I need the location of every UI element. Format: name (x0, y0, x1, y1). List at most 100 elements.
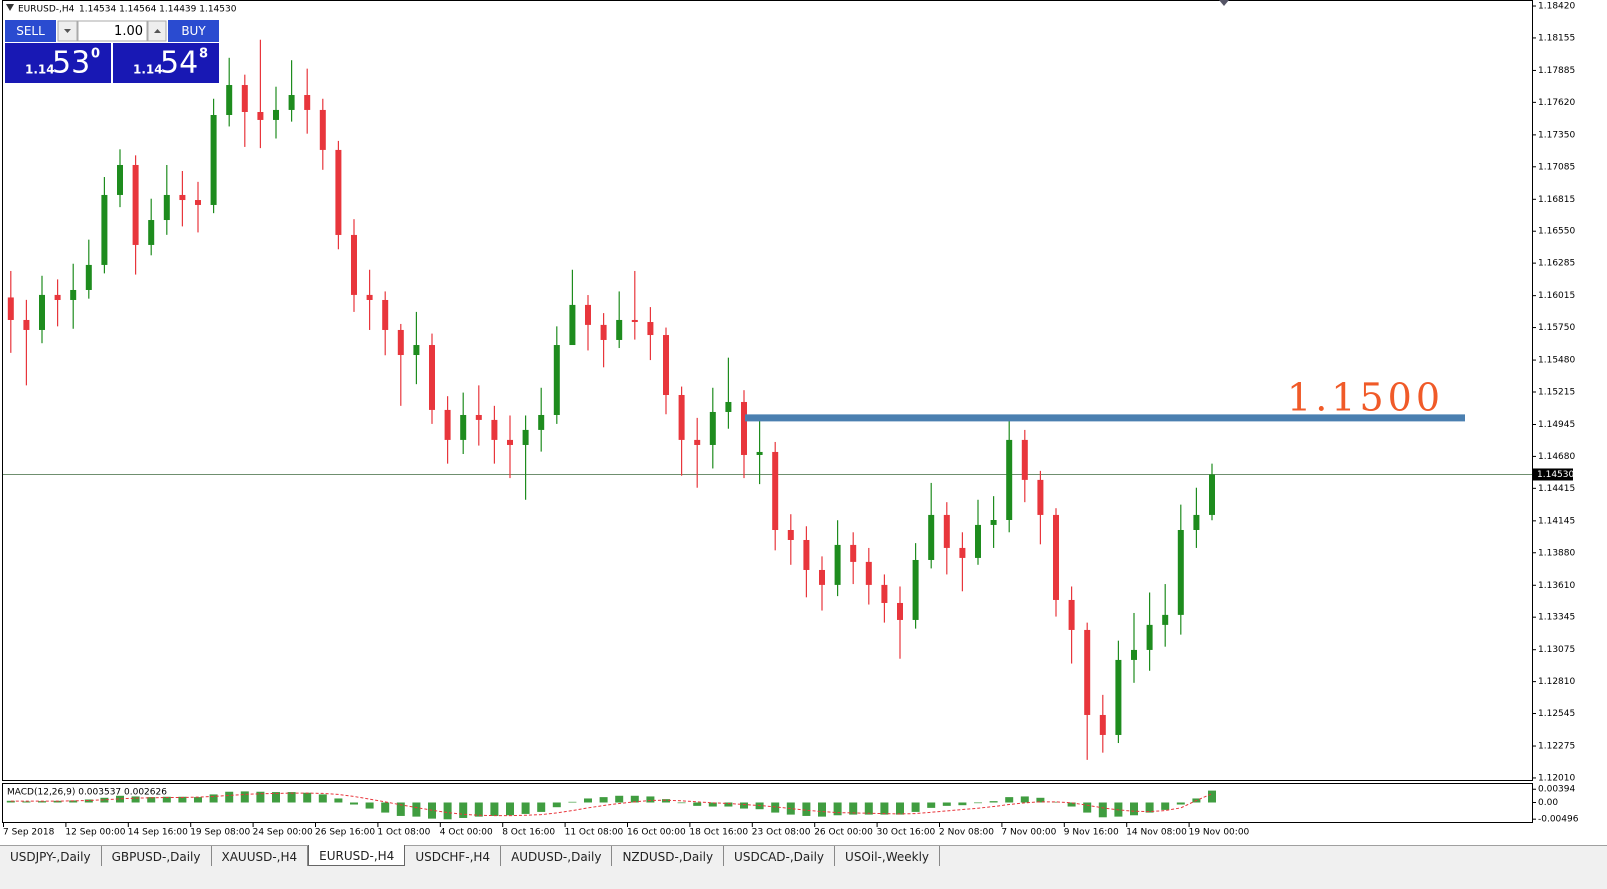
candle-body (772, 451, 779, 530)
x-tick-label: 14 Sep 16:00 (128, 828, 188, 838)
chart-tab[interactable]: NZDUSD-,Daily (612, 846, 725, 866)
x-tick-label: 12 Sep 00:00 (65, 828, 125, 838)
candle-body (1053, 514, 1059, 600)
main-frame (2, 0, 1533, 781)
sell-label[interactable]: SELL (16, 24, 45, 38)
candle-body (39, 294, 45, 330)
candle-body (850, 544, 857, 562)
chart-tab[interactable]: GBPUSD-,Daily (102, 846, 212, 866)
candle-body (241, 85, 248, 112)
macd-bar (412, 802, 421, 817)
candle-body (725, 401, 732, 412)
chart-tab[interactable]: XAUUSD-,H4 (212, 846, 309, 866)
candle-body (7, 297, 14, 320)
y-tick-label: 1.15750 (1538, 323, 1575, 333)
header-icon (6, 4, 14, 11)
bid-pips: 53 (52, 46, 90, 81)
macd-bar (1005, 797, 1014, 803)
chart-tab[interactable]: USOil-,Weekly (835, 846, 941, 866)
y-tick-label: 1.16285 (1538, 259, 1575, 269)
macd-bar (240, 791, 249, 803)
trade-panel: SELL 1.00 BUY 1.14 53 0 1.14 54 8 (5, 20, 219, 83)
level-line (745, 414, 1465, 422)
macd-bar (849, 802, 858, 815)
macd-bar (38, 801, 46, 803)
candle-body (491, 419, 498, 440)
macd-bar (6, 800, 15, 803)
macd-bar (1176, 802, 1185, 805)
current-price-box (1533, 468, 1573, 481)
macd-bar (474, 802, 483, 817)
x-tick-label: 8 Oct 16:00 (502, 828, 555, 838)
y2-tick-label: 0.00 (1538, 798, 1558, 808)
macd-bar (537, 802, 546, 812)
chart-tab[interactable]: USDJPY-,Daily (0, 846, 102, 866)
x-tick-label: 11 Oct 08:00 (565, 828, 624, 838)
y-tick-label: 1.14680 (1538, 452, 1575, 462)
y-tick-label: 1.18420 (1538, 2, 1575, 12)
macd-bar (490, 802, 499, 816)
up-arrow (154, 29, 161, 33)
tab-bar: USDJPY-,Daily GBPUSD-,Daily XAUUSD-,H4 EURU… (0, 845, 1607, 868)
y-tick-label: 1.17085 (1538, 162, 1575, 172)
chart-window: EURUSD-,H4 1.14534 1.14564 1.14439 1.145… (2, 0, 1579, 838)
macd-label: MACD(12,26,9) 0.003537 0.002626 (7, 788, 167, 798)
candle-body (585, 304, 591, 325)
macd-bar (896, 802, 904, 815)
x-tick-label: 4 Oct 00:00 (440, 828, 493, 838)
y-tick-label: 1.17350 (1538, 130, 1575, 140)
macd-bar (708, 802, 717, 807)
macd-bar (209, 794, 218, 803)
y-tick-label: 1.16815 (1538, 195, 1575, 205)
bid-box[interactable] (5, 43, 111, 83)
volume-input[interactable] (77, 20, 148, 42)
candle-body (70, 289, 77, 300)
macd-bar (771, 802, 780, 813)
candle-body (616, 319, 623, 340)
sell-button[interactable] (5, 20, 56, 42)
y-tick-label: 1.12545 (1538, 709, 1575, 719)
candle-body (569, 304, 576, 346)
chart-tab[interactable]: AUDUSD-,Daily (501, 846, 613, 866)
macd-bar (521, 802, 530, 814)
macd-bar (599, 797, 608, 803)
candle-body (23, 319, 30, 330)
chart-tab[interactable]: EURUSD-,H4 (308, 845, 406, 866)
macd-bar (786, 802, 795, 815)
header-ohlc: 1.14534 1.14564 1.14439 1.14530 (79, 5, 237, 15)
candle-body (288, 95, 295, 110)
macd-bar (1036, 797, 1045, 803)
macd-bar (381, 802, 390, 813)
macd-bar (833, 802, 842, 816)
macd-bar (22, 801, 31, 803)
macd-bar (69, 800, 78, 803)
candle-body (522, 429, 529, 445)
candle-body (928, 514, 935, 560)
candle-body (538, 414, 545, 430)
x-tick-label: 30 Oct 16:00 (877, 828, 936, 838)
level-label: 1.1500 (1287, 375, 1444, 419)
candle-body (678, 394, 685, 440)
buy-label[interactable]: BUY (181, 24, 206, 38)
chart-tab[interactable]: USDCHF-,H4 (405, 846, 502, 866)
ask-box[interactable] (113, 43, 219, 83)
macd-bar (100, 797, 109, 803)
y-tick-label: 1.17885 (1538, 66, 1575, 76)
macd-bar (334, 798, 343, 803)
macd-bar (287, 792, 296, 803)
macd-bar (131, 796, 140, 803)
macd-bar (584, 798, 592, 803)
x-tick-label: 1 Oct 08:00 (377, 828, 430, 838)
candle-body (959, 547, 966, 558)
shift-marker (1219, 0, 1229, 6)
y-tick-label: 1.14415 (1538, 484, 1575, 494)
candle-body (101, 194, 108, 265)
y-tick-label: 1.18155 (1538, 33, 1575, 43)
macd-bar (84, 799, 93, 803)
y-tick-label: 1.14945 (1538, 420, 1575, 430)
y-tick-label: 1.15480 (1538, 356, 1575, 366)
chart-tab[interactable]: USDCAD-,Daily (724, 846, 836, 866)
status-bar (0, 867, 1607, 889)
x-tick-label: 2 Nov 08:00 (939, 828, 994, 838)
buy-button[interactable] (168, 20, 219, 42)
